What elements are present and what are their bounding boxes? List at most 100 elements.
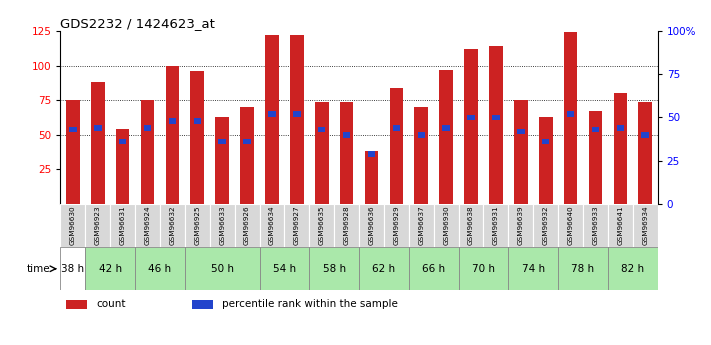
Bar (467, 115, 475, 120)
Text: 54 h: 54 h (273, 264, 296, 274)
Text: GSM96639: GSM96639 (518, 206, 524, 245)
Bar (489, 46, 503, 204)
Bar (268, 111, 276, 117)
Bar (260, 247, 309, 290)
Text: GSM96635: GSM96635 (319, 206, 325, 245)
Bar (459, 247, 508, 290)
Bar (417, 132, 425, 138)
Bar (166, 66, 179, 204)
Bar (409, 247, 459, 290)
Bar (459, 204, 483, 247)
Bar (434, 204, 459, 247)
Bar (390, 88, 403, 204)
Text: GSM96930: GSM96930 (443, 206, 449, 245)
Bar (215, 117, 229, 204)
Bar (608, 204, 633, 247)
Bar (492, 115, 500, 120)
Bar (633, 204, 658, 247)
Bar (135, 247, 185, 290)
Bar (85, 204, 110, 247)
Bar (359, 204, 384, 247)
Text: 58 h: 58 h (323, 264, 346, 274)
Text: GSM96641: GSM96641 (617, 206, 624, 245)
Text: GSM96631: GSM96631 (119, 206, 126, 245)
Bar (293, 111, 301, 117)
Text: time: time (27, 264, 50, 274)
Bar (315, 101, 328, 204)
Text: 50 h: 50 h (210, 264, 234, 274)
Text: GSM96632: GSM96632 (169, 206, 176, 245)
Text: GSM96633: GSM96633 (219, 206, 225, 245)
Text: 74 h: 74 h (522, 264, 545, 274)
Bar (284, 204, 309, 247)
Bar (564, 32, 577, 204)
Bar (119, 139, 127, 145)
Bar (483, 204, 508, 247)
Bar (359, 247, 409, 290)
Bar (542, 139, 550, 145)
Bar (265, 35, 279, 204)
Bar (517, 129, 525, 134)
Bar (69, 127, 77, 132)
Text: 70 h: 70 h (472, 264, 495, 274)
Bar (66, 300, 87, 309)
Text: GSM96923: GSM96923 (95, 206, 101, 245)
Bar (392, 125, 400, 131)
Bar (185, 204, 210, 247)
Bar (583, 204, 608, 247)
Text: GSM96925: GSM96925 (194, 206, 201, 245)
Text: GSM96630: GSM96630 (70, 206, 76, 245)
Bar (384, 204, 409, 247)
Bar (218, 139, 226, 145)
Text: GSM96934: GSM96934 (642, 206, 648, 245)
Bar (409, 204, 434, 247)
Text: GSM96637: GSM96637 (418, 206, 424, 245)
Bar (135, 204, 160, 247)
Text: 42 h: 42 h (99, 264, 122, 274)
Text: GSM96929: GSM96929 (393, 206, 400, 245)
Text: 46 h: 46 h (149, 264, 171, 274)
Bar (60, 204, 85, 247)
Bar (260, 204, 284, 247)
Bar (210, 204, 235, 247)
Text: GSM96636: GSM96636 (368, 206, 375, 245)
Bar (539, 117, 552, 204)
Text: GSM96924: GSM96924 (144, 206, 151, 245)
Text: 38 h: 38 h (61, 264, 85, 274)
Bar (508, 247, 558, 290)
Text: GSM96634: GSM96634 (269, 206, 275, 245)
Text: GSM96932: GSM96932 (542, 206, 549, 245)
Bar (638, 101, 652, 204)
Bar (514, 100, 528, 204)
Bar (309, 204, 334, 247)
Bar (243, 139, 251, 145)
Bar (169, 118, 176, 124)
Bar (614, 93, 627, 204)
Bar (160, 204, 185, 247)
Bar (368, 151, 375, 157)
Bar (567, 111, 574, 117)
Text: 78 h: 78 h (572, 264, 594, 274)
Bar (508, 204, 533, 247)
Text: 66 h: 66 h (422, 264, 445, 274)
Bar (415, 107, 428, 204)
Bar (85, 247, 135, 290)
Text: GSM96927: GSM96927 (294, 206, 300, 245)
Bar (442, 125, 450, 131)
Bar (110, 204, 135, 247)
Text: count: count (96, 299, 126, 309)
Bar (365, 151, 378, 204)
Bar (94, 125, 102, 131)
Bar (616, 125, 624, 131)
Text: GSM96926: GSM96926 (244, 206, 250, 245)
Bar (641, 132, 649, 138)
Text: GSM96638: GSM96638 (468, 206, 474, 245)
Bar (533, 204, 558, 247)
Bar (608, 247, 658, 290)
Text: GDS2232 / 1424623_at: GDS2232 / 1424623_at (60, 17, 215, 30)
Bar (240, 107, 254, 204)
Bar (191, 71, 204, 204)
Text: percentile rank within the sample: percentile rank within the sample (222, 299, 397, 309)
Bar (235, 204, 260, 247)
Bar (290, 35, 304, 204)
